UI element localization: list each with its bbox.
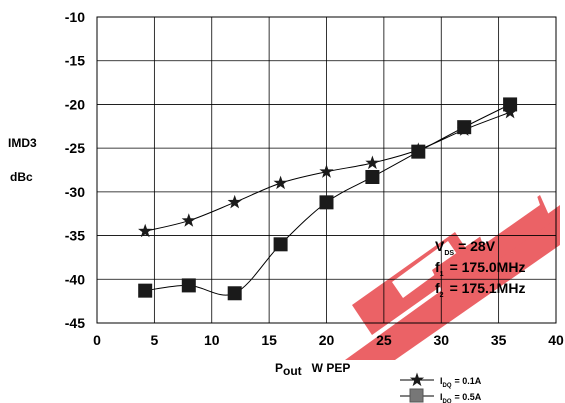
data-point-idq01 xyxy=(227,194,242,209)
annotation-f1: f1 = 175.0MHz xyxy=(435,259,525,278)
y-tick-label: -15 xyxy=(65,53,85,69)
y-tick-label: -35 xyxy=(65,228,85,244)
grid-lines xyxy=(97,17,556,323)
data-point-idq01 xyxy=(181,213,196,227)
y-tick-label: -30 xyxy=(65,184,85,200)
data-point-idq05 xyxy=(227,286,242,301)
legend: IDQ = 0.1A IDQ = 0.5A xyxy=(400,372,482,403)
data-point-idq05 xyxy=(181,278,196,293)
legend-star-shape xyxy=(409,372,425,387)
series-layer xyxy=(138,97,518,301)
y-axis-label-line1: IMD3 xyxy=(8,136,37,150)
data-point-idq01 xyxy=(138,223,153,238)
legend-label-idq01: IDQ = 0.1A xyxy=(440,376,482,389)
data-point-idq05 xyxy=(411,144,426,159)
y-tick-label: -25 xyxy=(65,140,85,156)
y-axis-label-line2: dBc xyxy=(10,170,33,184)
x-tick-label: 35 xyxy=(491,332,507,348)
data-point-idq05 xyxy=(365,169,380,184)
data-point-idq05 xyxy=(457,120,472,135)
y-tick-label: -40 xyxy=(65,271,85,287)
data-point-idq01 xyxy=(502,104,518,119)
x-tick-label: 10 xyxy=(204,332,220,348)
y-tick-label: -10 xyxy=(65,9,85,25)
x-axis-label: Pout W PEP xyxy=(275,361,350,378)
data-point-idq05 xyxy=(138,283,153,298)
x-tick-label: 0 xyxy=(93,332,101,348)
data-point-idq01 xyxy=(319,164,334,178)
plot-frame xyxy=(96,16,557,324)
x-tick-label: 25 xyxy=(376,332,392,348)
y-tick-label: -20 xyxy=(65,96,85,112)
x-tick-labels: 0 5 10 15 20 25 30 35 40 xyxy=(93,332,564,348)
annotation-f2: f2 = 175.1MHz xyxy=(435,280,525,299)
legend-label-idq05: IDQ = 0.5A xyxy=(440,392,482,403)
conditions-annotation: VDS = 28V f1 = 175.0MHz f2 = 175.1MHz xyxy=(435,238,525,299)
legend-star-marker xyxy=(409,372,425,387)
data-point-idq05 xyxy=(273,237,288,252)
data-point-idq05 xyxy=(503,97,518,112)
x-tick-label: 5 xyxy=(150,332,158,348)
x-tick-label: 40 xyxy=(548,332,564,348)
data-point-idq01 xyxy=(365,155,380,170)
data-point-idq05 xyxy=(319,195,334,210)
y-tick-labels: -10 -15 -20 -25 -30 -35 -40 -45 xyxy=(65,9,85,331)
y-tick-label: -45 xyxy=(65,315,85,331)
x-tick-label: 20 xyxy=(319,332,335,348)
data-point-idq01 xyxy=(273,175,288,190)
x-tick-label: 15 xyxy=(261,332,277,348)
annotation-vds: VDS = 28V xyxy=(435,238,496,257)
watermark-logo xyxy=(345,190,560,360)
legend-square-marker xyxy=(409,388,424,403)
x-tick-label: 30 xyxy=(433,332,449,348)
